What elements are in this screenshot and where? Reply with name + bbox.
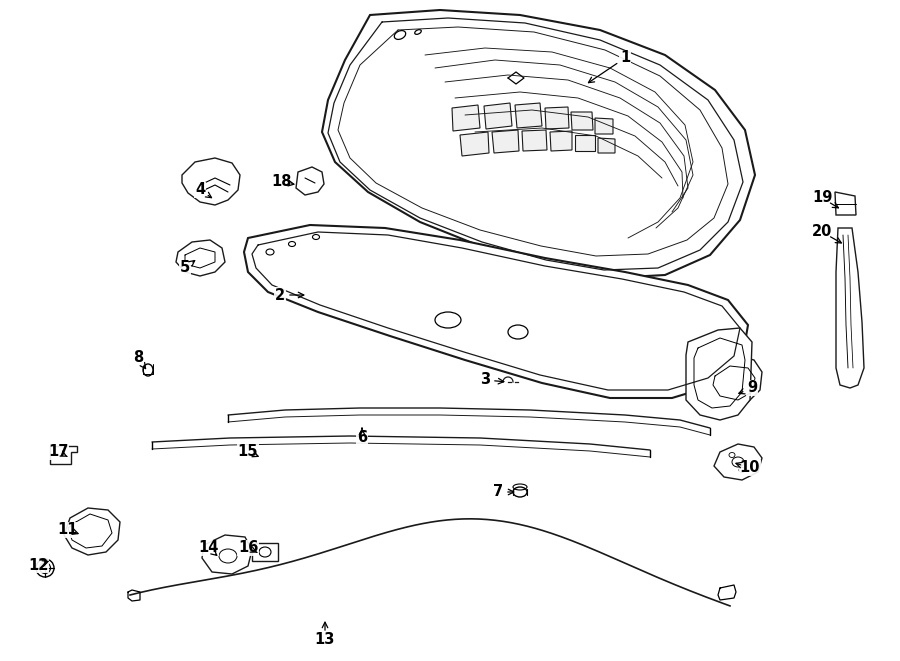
Polygon shape bbox=[484, 103, 512, 129]
Polygon shape bbox=[522, 130, 547, 151]
Polygon shape bbox=[598, 138, 615, 153]
Text: 1: 1 bbox=[620, 50, 630, 65]
Polygon shape bbox=[176, 240, 225, 276]
Polygon shape bbox=[64, 508, 120, 555]
Text: 2: 2 bbox=[274, 288, 285, 303]
Text: 12: 12 bbox=[28, 557, 49, 572]
Text: 18: 18 bbox=[272, 175, 292, 190]
Polygon shape bbox=[575, 135, 595, 151]
Polygon shape bbox=[686, 328, 752, 420]
Text: 9: 9 bbox=[747, 381, 757, 395]
Polygon shape bbox=[460, 132, 489, 156]
Polygon shape bbox=[296, 167, 324, 195]
Polygon shape bbox=[244, 225, 748, 398]
Polygon shape bbox=[322, 10, 755, 278]
Text: 10: 10 bbox=[740, 461, 760, 475]
Polygon shape bbox=[714, 444, 762, 480]
Text: 15: 15 bbox=[238, 444, 258, 459]
Text: 14: 14 bbox=[198, 541, 218, 555]
Polygon shape bbox=[836, 228, 864, 388]
Polygon shape bbox=[452, 105, 480, 131]
Polygon shape bbox=[492, 130, 519, 153]
Polygon shape bbox=[595, 118, 613, 134]
Text: 11: 11 bbox=[58, 522, 78, 537]
Text: 13: 13 bbox=[315, 633, 335, 648]
Polygon shape bbox=[202, 535, 252, 574]
Text: 4: 4 bbox=[195, 182, 205, 198]
Text: 6: 6 bbox=[357, 430, 367, 446]
Polygon shape bbox=[550, 131, 572, 151]
Polygon shape bbox=[835, 192, 856, 215]
Text: 20: 20 bbox=[812, 225, 833, 239]
Polygon shape bbox=[182, 158, 240, 205]
Polygon shape bbox=[706, 356, 762, 405]
Text: 5: 5 bbox=[180, 260, 190, 276]
Polygon shape bbox=[252, 543, 278, 561]
Polygon shape bbox=[545, 107, 569, 129]
Text: 16: 16 bbox=[238, 541, 258, 555]
Text: 19: 19 bbox=[812, 190, 833, 206]
Text: 3: 3 bbox=[480, 373, 491, 387]
Polygon shape bbox=[515, 103, 542, 128]
Text: 17: 17 bbox=[48, 444, 68, 459]
Polygon shape bbox=[50, 446, 77, 464]
Text: 7: 7 bbox=[493, 485, 503, 500]
Polygon shape bbox=[571, 112, 593, 130]
Text: 8: 8 bbox=[133, 350, 143, 366]
